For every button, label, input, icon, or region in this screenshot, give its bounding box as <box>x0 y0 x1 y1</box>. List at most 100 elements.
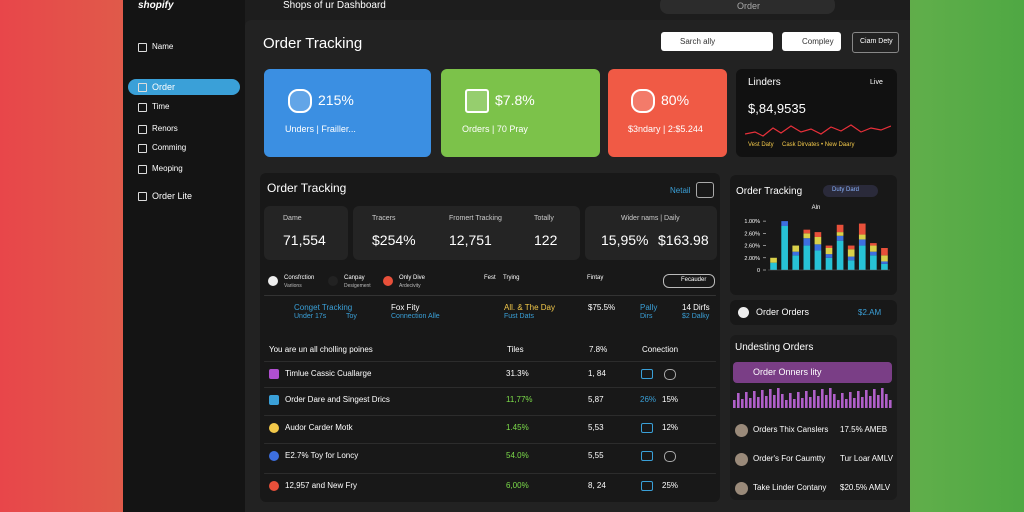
deco-bar <box>789 393 792 408</box>
nav-item[interactable]: Meoping <box>152 164 183 173</box>
bar-segment <box>825 257 833 270</box>
deco-bar <box>793 399 796 408</box>
bar-segment <box>858 245 866 270</box>
y-tick-label: 2.60% <box>744 231 760 237</box>
row-icon <box>269 395 279 405</box>
row-icon <box>269 481 279 491</box>
chart-title: Order Tracking <box>736 186 803 197</box>
nav-item[interactable]: Renors <box>152 124 178 133</box>
deco-bar <box>761 390 764 408</box>
nav-icon <box>138 192 147 201</box>
button-text: Ciam Dety <box>860 38 893 45</box>
deco-bar <box>817 396 820 408</box>
list-title: Orders Thix Canslers <box>753 425 829 434</box>
live-value: $,84,9535 <box>748 101 806 116</box>
top-search[interactable] <box>660 0 835 14</box>
deco-bar <box>837 400 840 408</box>
row-divider <box>264 387 716 388</box>
highlight-text: Under 17s <box>294 313 327 320</box>
filter-text: Variions <box>284 283 302 289</box>
deco-bar <box>825 395 828 408</box>
row-name: Order Dare and Singest Drics <box>285 395 390 404</box>
stat-value: 15,95% <box>601 232 649 248</box>
list-title: Take Linder Contany <box>753 483 827 492</box>
avatar <box>735 424 748 437</box>
bar-segment <box>792 251 800 256</box>
filter-text: Desigement <box>344 283 371 289</box>
search-placeholder: Sarch ally <box>680 37 716 46</box>
page-title: Order Tracking <box>263 35 363 52</box>
button[interactable] <box>782 32 841 51</box>
undesting-panel <box>730 335 897 500</box>
search-input[interactable] <box>661 32 773 51</box>
list-value: 17.5% AMEB <box>840 425 888 434</box>
stat-label: Totally <box>534 215 554 222</box>
row-icon <box>269 451 279 461</box>
filter-icon <box>268 276 278 286</box>
card-value: 80% <box>661 92 690 108</box>
row-pct: 54.0% <box>506 451 529 460</box>
y-axis-label: Aln <box>812 205 821 211</box>
live-card <box>736 69 897 157</box>
deco-bar <box>873 389 876 408</box>
orders-value: $2.AM <box>858 308 882 317</box>
card-label: $3ndary | 2:$5.244 <box>628 124 703 134</box>
deco-bar <box>777 388 780 408</box>
nav-item[interactable]: Time <box>152 102 170 111</box>
bar-segment <box>825 248 833 255</box>
bar-segment <box>792 255 800 270</box>
bar-segment <box>881 263 888 270</box>
deco-bar <box>821 389 824 408</box>
deco-bar <box>757 397 760 408</box>
row-pct: 1.45% <box>506 423 529 432</box>
deco-bar <box>849 392 852 408</box>
row-count: 1, 84 <box>588 369 606 378</box>
nav-icon <box>138 103 147 112</box>
row-extra-icon <box>664 451 676 462</box>
nav-icon <box>138 125 147 134</box>
panel-link[interactable]: Netail <box>670 186 691 195</box>
row-extra-icon <box>664 369 676 380</box>
panel-title: Order Tracking <box>267 181 347 195</box>
nav-icon <box>138 165 147 174</box>
bar-segment <box>870 245 877 252</box>
purple-bars <box>733 388 892 408</box>
deco-bar <box>869 396 872 408</box>
card <box>608 69 727 157</box>
bar-segment <box>770 262 777 270</box>
list-value: $20.5% AMLV <box>840 483 891 492</box>
deco-bar <box>813 390 816 408</box>
bar-segment <box>803 229 811 234</box>
brand: shopify <box>138 0 174 11</box>
filter-text: Consfrction <box>284 275 315 281</box>
deco-bar <box>881 388 884 408</box>
bar-segment <box>814 244 822 251</box>
nav-item[interactable]: Name <box>152 42 174 51</box>
filter-text: Only Dive <box>399 275 426 281</box>
icon <box>738 307 749 318</box>
bar-segment <box>803 233 811 239</box>
close-button[interactable] <box>696 182 714 198</box>
nav-item[interactable]: Order Lite <box>152 191 193 201</box>
filter-text: Fintay <box>587 275 604 281</box>
button[interactable] <box>852 32 899 53</box>
nav-item[interactable]: Comming <box>152 143 187 152</box>
card <box>264 69 431 157</box>
bar-segment <box>781 226 788 270</box>
sparkline <box>745 124 891 137</box>
bar-segment <box>881 261 888 264</box>
bar-segment <box>836 224 844 233</box>
stat-label: Tracers <box>372 215 396 222</box>
orders-row <box>730 300 897 325</box>
row-pct: 31.3% <box>506 369 529 378</box>
bar-segment <box>836 235 844 241</box>
highlight-row[interactable] <box>733 362 892 383</box>
deco-bar <box>781 394 784 408</box>
bar-segment <box>803 245 811 270</box>
nav-item[interactable]: Order <box>152 82 176 92</box>
filter-button-text[interactable]: Fecauder <box>681 277 707 283</box>
row-conn-icon <box>641 423 653 433</box>
row-extra: 25% <box>662 481 679 490</box>
stat-value: $254% <box>372 232 416 248</box>
stat-value: 12,751 <box>449 232 492 248</box>
